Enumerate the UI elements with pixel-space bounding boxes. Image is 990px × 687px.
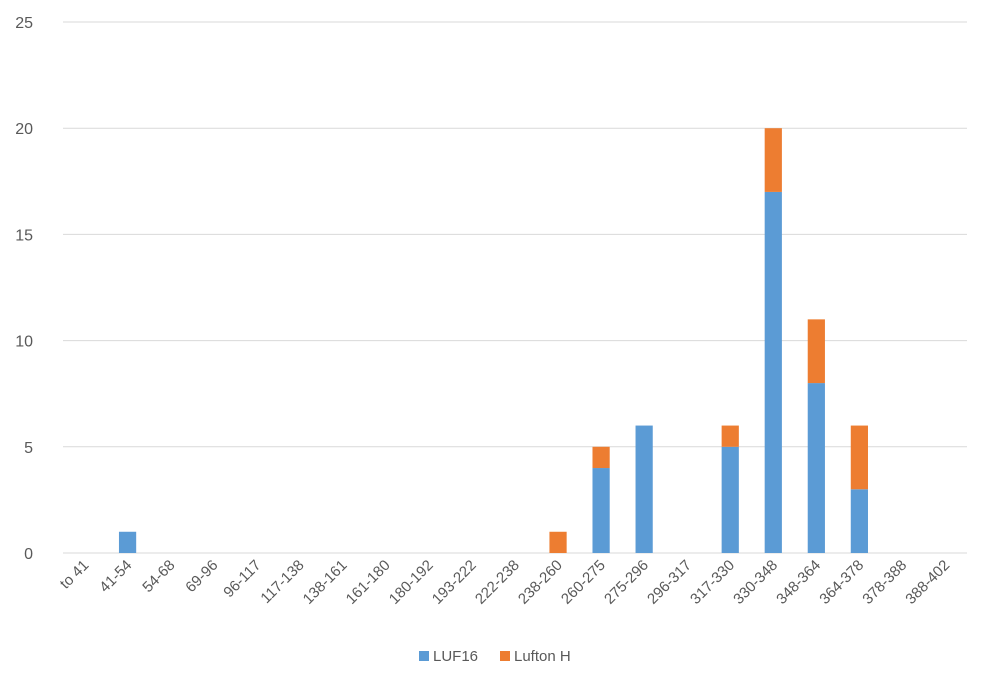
y-tick-label: 20 — [15, 121, 33, 138]
y-tick-label: 15 — [15, 227, 33, 244]
x-axis-tick-labels: to 41 41-54 54-68 69-9696-117117-138138-161… — [57, 557, 954, 608]
y-tick-label: 0 — [24, 546, 33, 563]
x-tick-label: 138-161 — [300, 557, 351, 608]
x-tick-label: to 41 — [57, 557, 93, 593]
bar-luf16-41-54 — [118, 531, 137, 553]
y-tick-label: 10 — [15, 334, 33, 351]
x-tick-label: 161-180 — [343, 557, 394, 608]
x-tick-label: 378-388 — [859, 557, 910, 608]
x-tick-label: 275-296 — [601, 557, 652, 608]
x-tick-label: 41-54 — [96, 557, 135, 596]
x-tick-label: 180-192 — [386, 557, 437, 608]
legend-label-lufton-h: Lufton H — [514, 648, 571, 665]
x-tick-label: 238-260 — [515, 557, 566, 608]
x-tick-label: 54-68 — [139, 557, 178, 596]
bar-lufton-h-317-330 — [721, 425, 739, 447]
x-tick-label: 222-238 — [472, 557, 523, 608]
bar-luf16-364-378 — [850, 489, 868, 553]
legend-swatch-lufton-h — [500, 651, 510, 661]
bar-luf16-260-275 — [592, 468, 610, 553]
x-tick-label: 117-138 — [257, 557, 307, 607]
y-tick-label: 25 — [15, 15, 33, 32]
bar-luf16-275-296 — [635, 425, 653, 553]
bar-lufton-h-260-275 — [592, 446, 610, 469]
bar-luf16-330-348 — [764, 191, 782, 554]
x-tick-label: 69-96 — [182, 557, 221, 596]
legend-label-luf16: LUF16 — [433, 648, 478, 665]
bar-lufton-h-238-260 — [549, 531, 567, 553]
x-tick-label: 260-275 — [558, 557, 609, 608]
legend-swatch-luf16 — [419, 651, 429, 661]
x-tick-label: 317-330 — [687, 557, 738, 608]
legend: LUF16 Lufton H — [419, 648, 571, 665]
bar-lufton-h-364-378 — [850, 425, 868, 490]
bars — [118, 128, 868, 554]
x-tick-label: 193-222 — [429, 557, 480, 608]
x-tick-label: 388-402 — [902, 557, 953, 608]
y-tick-label: 5 — [24, 440, 33, 457]
bar-luf16-317-330 — [721, 446, 739, 553]
x-tick-label: 364-378 — [816, 557, 867, 608]
gridlines — [63, 21, 967, 554]
y-axis-tick-labels: 0 5 10 15 20 25 — [15, 15, 33, 563]
bar-lufton-h-348-364 — [807, 319, 825, 384]
bar-lufton-h-330-348 — [764, 128, 782, 192]
x-tick-label: 348-364 — [773, 557, 824, 608]
bar-luf16-348-364 — [807, 383, 825, 553]
x-tick-label: 330-348 — [730, 557, 781, 608]
x-tick-label: 296-317 — [644, 557, 695, 608]
